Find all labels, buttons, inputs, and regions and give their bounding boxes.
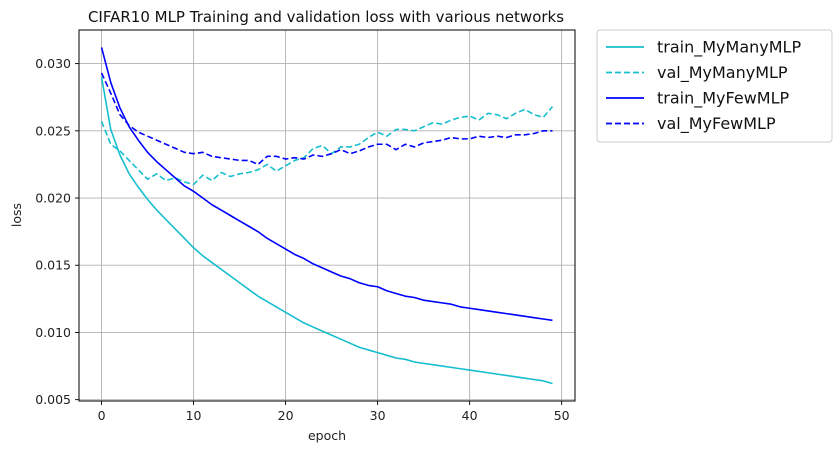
legend-label: train_MyManyMLP: [657, 38, 801, 58]
grid: [79, 30, 575, 401]
legend: train_MyManyMLP val_MyManyMLP train_MyFewM…: [596, 29, 833, 143]
x-tick-label: 40: [462, 408, 478, 423]
x-tick-label: 50: [554, 408, 570, 423]
series-line-val-myfewmlp: [100, 72, 553, 166]
y-tick-label: 0.015: [35, 258, 71, 273]
series-line-train-mymanymlp: [100, 76, 553, 385]
y-tick-label: 0.030: [35, 56, 71, 71]
series-line-train-myfewmlp: [100, 47, 553, 322]
x-tick-label: 0: [98, 408, 106, 423]
x-tick-label: 20: [278, 408, 294, 423]
legend-label: train_MyFewMLP: [657, 89, 789, 109]
chart-title: CIFAR10 MLP Training and validation loss…: [88, 8, 564, 26]
y-tick-label: 0.005: [35, 392, 71, 407]
legend-label: val_MyFewMLP: [657, 114, 776, 134]
x-tick-label: 10: [186, 408, 202, 423]
y-tick-label: 0.025: [35, 123, 71, 138]
legend-label: val_MyManyMLP: [657, 63, 788, 83]
y-tick-label: 0.020: [35, 191, 71, 206]
series-lines: [100, 47, 554, 385]
plot-frame: [78, 29, 576, 402]
axis-ticks: 0 10 20 30 40 50 0.005 0.010 0.015 0.020 0.025 0.03…: [35, 56, 569, 423]
legend-box: [596, 29, 833, 143]
x-axis-title: epoch: [308, 428, 346, 443]
y-axis-title: loss: [9, 203, 24, 227]
y-tick-label: 0.010: [35, 325, 71, 340]
x-tick-label: 30: [370, 408, 386, 423]
